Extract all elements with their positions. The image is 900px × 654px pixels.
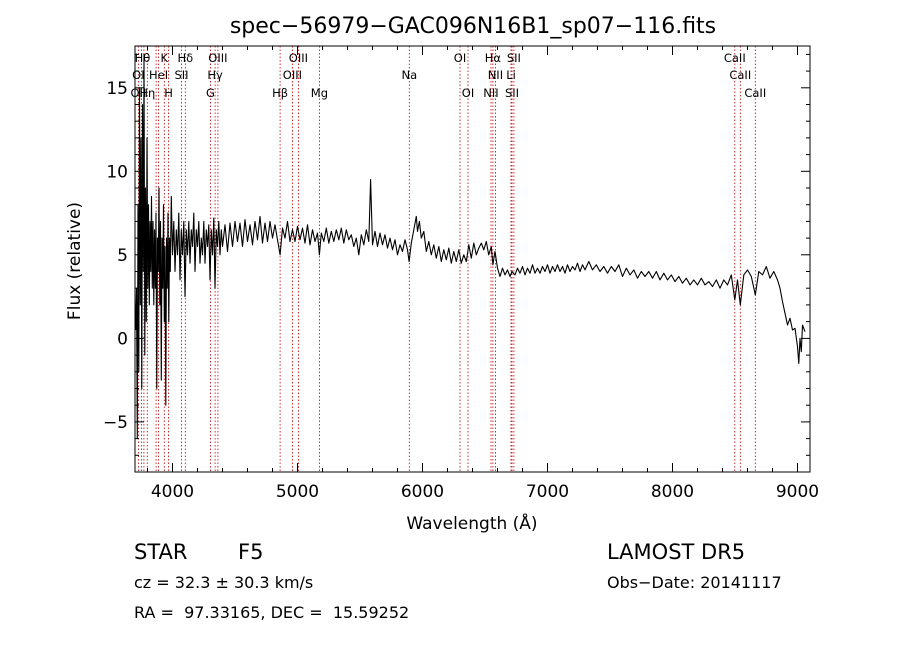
spectral-line-label: NII: [483, 86, 498, 100]
observation-date: Obs−Date: 20141117: [607, 573, 782, 592]
y-tick-label: 10: [106, 162, 128, 182]
y-tick-label: 15: [106, 79, 128, 99]
y-tick-label: 0: [117, 329, 128, 349]
redshift-velocity: cz = 32.3 ± 30.3 km/s: [134, 573, 314, 592]
spectral-line-label: OII: [130, 86, 146, 100]
spectral-line-label: H: [164, 86, 173, 100]
spectral-line-label: SII: [507, 51, 521, 65]
spectral-line-label: Hα: [485, 51, 502, 65]
spectral-line-label: OI: [462, 86, 474, 100]
chart-title: spec−56979−GAC096N16B1_sp07−116.fits: [230, 14, 716, 39]
spectral-line-label: OI: [132, 68, 144, 82]
y-axis-label: Flux (relative): [65, 202, 85, 320]
spectral-line-label: Hη: [139, 86, 155, 100]
spectral-line-label: Hβ: [272, 86, 288, 100]
spectral-line-label: Na: [401, 68, 417, 82]
spectrum-line: [135, 53, 806, 440]
survey-name: LAMOST DR5: [607, 540, 746, 564]
spectral-line-label: OI: [454, 51, 466, 65]
spectral-line-label: CaII: [744, 86, 766, 100]
x-tick-label: 7000: [526, 482, 569, 502]
x-tick-label: 5000: [276, 482, 319, 502]
spectral-line-labels: Hθ K Hδ OIII OIII OI Hα SII CaII OI HeI SII Hγ OIII Na…: [130, 51, 766, 100]
x-axis-label: Wavelength (Å): [406, 512, 537, 534]
object-subclass: F5: [238, 540, 264, 564]
sky-coordinates: RA = 97.33165, DEC = 15.59252: [134, 603, 410, 622]
spectral-line-label: G: [206, 86, 215, 100]
spectral-line-label: OIII: [208, 51, 227, 65]
spectral-line-label: CaII: [724, 51, 746, 65]
plot-frame: [134, 45, 811, 473]
object-class: STAR: [134, 540, 188, 564]
spectrum-layer: [135, 53, 806, 440]
spectral-line-label: OIII: [289, 51, 308, 65]
y-tick-label: −5: [103, 413, 128, 433]
x-axis: 4000 5000 6000 7000 8000 9000: [147, 46, 819, 502]
y-tick-label: 5: [117, 246, 128, 266]
spectral-line-label: NII: [488, 68, 503, 82]
spectral-line-label: OIII: [283, 68, 302, 82]
x-tick-label: 9000: [776, 482, 819, 502]
spectral-line-label: Hγ: [207, 68, 223, 82]
y-axis: −5 0 5 10 15: [103, 53, 810, 473]
spectral-line-label: Mg: [311, 86, 328, 100]
x-tick-label: 4000: [151, 482, 194, 502]
spectral-line-label: K: [161, 51, 169, 65]
x-tick-label: 6000: [401, 482, 444, 502]
spectral-line-label: HeI: [149, 68, 168, 82]
spectral-line-label: SII: [505, 86, 519, 100]
spectral-line-label: Hθ: [135, 51, 151, 65]
spectral-line-label: CaII: [729, 68, 751, 82]
spectral-line-label: Li: [506, 68, 516, 82]
x-tick-label: 8000: [651, 482, 694, 502]
spectral-line-label: Hδ: [177, 51, 193, 65]
spectral-line-markers: [137, 46, 756, 472]
spectral-line-label: SII: [174, 68, 188, 82]
